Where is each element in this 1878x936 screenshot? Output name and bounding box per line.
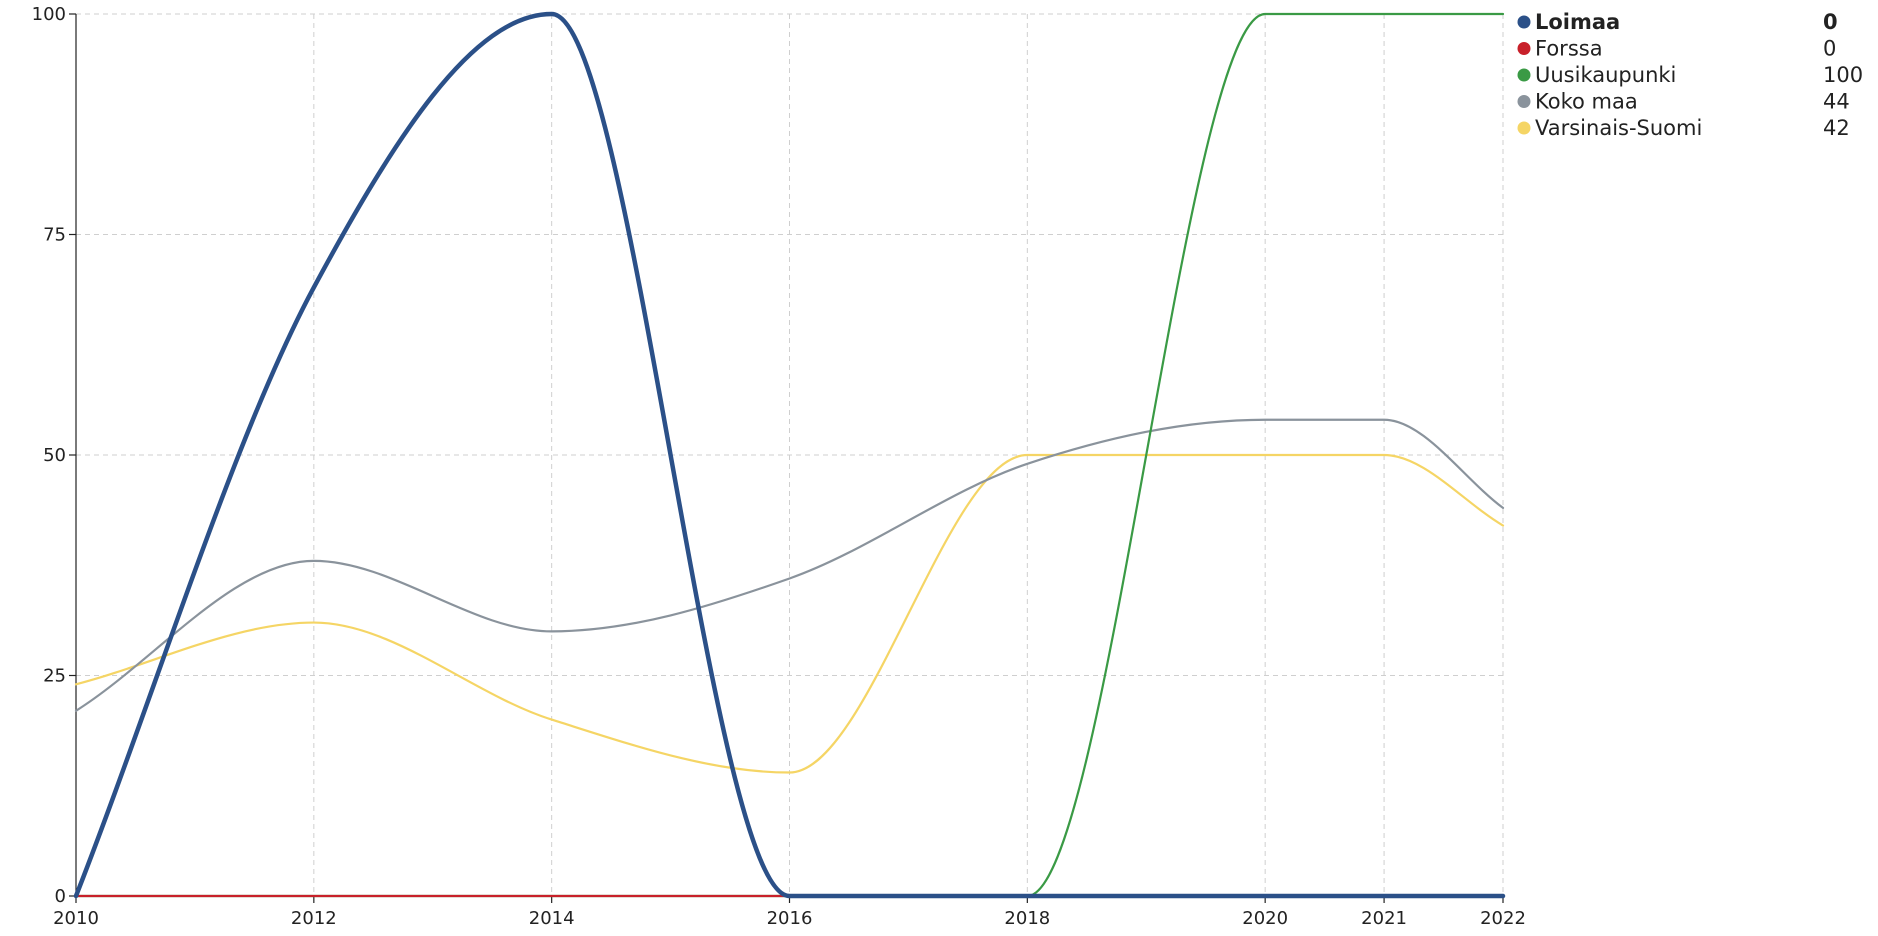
legend-value-loimaa: 0 bbox=[1823, 10, 1838, 34]
legend-item-forssa[interactable]: Forssa 0 bbox=[1517, 37, 1837, 61]
series-lines bbox=[73, 11, 1506, 899]
legend-item-uusikaupunki[interactable]: Uusikaupunki 100 bbox=[1517, 63, 1864, 87]
series-line-varsinais-suomi bbox=[74, 453, 1505, 774]
legend-dot-forssa bbox=[1517, 42, 1531, 55]
x-tick-label-2014: 2014 bbox=[529, 908, 575, 929]
axes: 0 25 50 75 100 2010 2012 2014 2016 2018 2020 2021 20… bbox=[32, 4, 1526, 929]
legend-dot-loimaa bbox=[1517, 15, 1531, 29]
y-tick-label-100: 100 bbox=[32, 4, 66, 25]
legend-value-uusikaupunki: 100 bbox=[1823, 63, 1863, 87]
x-tick-label-2016: 2016 bbox=[767, 908, 813, 929]
legend-value-varsinais-suomi: 42 bbox=[1823, 116, 1850, 140]
x-tick-label-2021: 2021 bbox=[1361, 908, 1407, 929]
legend-label-varsinais-suomi: Varsinais-Suomi bbox=[1535, 116, 1702, 140]
legend-label-loimaa: Loimaa bbox=[1535, 10, 1620, 34]
y-tick-label-0: 0 bbox=[55, 886, 66, 907]
x-tick-label-2012: 2012 bbox=[291, 908, 337, 929]
legend-value-forssa: 0 bbox=[1823, 37, 1836, 61]
legend-value-koko-maa: 44 bbox=[1823, 90, 1850, 114]
legend-item-loimaa[interactable]: Loimaa 0 bbox=[1517, 10, 1838, 34]
y-tick-label-25: 25 bbox=[43, 666, 66, 687]
grid bbox=[76, 13, 1504, 896]
x-tick-label-2020: 2020 bbox=[1242, 908, 1288, 929]
legend-dot-varsinais-suomi bbox=[1517, 121, 1531, 135]
legend-label-uusikaupunki: Uusikaupunki bbox=[1535, 63, 1676, 87]
y-tick-label-50: 50 bbox=[43, 445, 66, 466]
legend-dot-koko-maa bbox=[1517, 95, 1531, 108]
series-line-koko-maa bbox=[74, 418, 1505, 712]
legend-label-forssa: Forssa bbox=[1535, 37, 1603, 61]
legend-item-koko-maa[interactable]: Koko maa 44 bbox=[1517, 90, 1850, 114]
legend-label-koko-maa: Koko maa bbox=[1535, 90, 1638, 114]
legend-item-varsinais-suomi[interactable]: Varsinais-Suomi 42 bbox=[1517, 116, 1850, 140]
series-line-loimaa bbox=[73, 11, 1506, 899]
legend-dot-uusikaupunki bbox=[1517, 68, 1531, 82]
x-tick-label-2018: 2018 bbox=[1004, 908, 1050, 929]
x-tick-label-2010: 2010 bbox=[53, 908, 99, 929]
y-tick-label-75: 75 bbox=[43, 225, 66, 246]
x-tick-label-2022: 2022 bbox=[1480, 908, 1526, 929]
